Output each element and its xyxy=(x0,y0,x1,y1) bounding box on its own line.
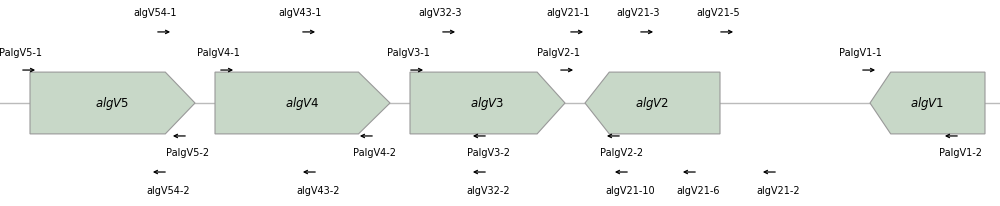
Text: algV21-2: algV21-2 xyxy=(756,186,800,195)
Text: algV32-3: algV32-3 xyxy=(418,8,462,18)
Text: algV21-6: algV21-6 xyxy=(676,186,720,195)
Text: PalgV3-2: PalgV3-2 xyxy=(466,149,510,158)
Text: PalgV1-1: PalgV1-1 xyxy=(839,48,881,57)
Text: algV21-1: algV21-1 xyxy=(546,8,590,18)
Text: algV21-5: algV21-5 xyxy=(696,8,740,18)
Polygon shape xyxy=(870,72,985,134)
Text: PalgV4-1: PalgV4-1 xyxy=(197,48,239,57)
Text: algV43-2: algV43-2 xyxy=(296,186,340,195)
Text: $\mathit{algV5}$: $\mathit{algV5}$ xyxy=(95,95,130,111)
Text: PalgV5-1: PalgV5-1 xyxy=(0,48,42,57)
Text: $\mathit{algV3}$: $\mathit{algV3}$ xyxy=(470,95,505,111)
Text: PalgV2-2: PalgV2-2 xyxy=(600,149,644,158)
Text: PalgV1-2: PalgV1-2 xyxy=(938,149,982,158)
Text: PalgV4-2: PalgV4-2 xyxy=(354,149,396,158)
Polygon shape xyxy=(215,72,390,134)
Text: PalgV5-2: PalgV5-2 xyxy=(166,149,210,158)
Text: PalgV3-1: PalgV3-1 xyxy=(387,48,429,57)
Text: $\mathit{algV1}$: $\mathit{algV1}$ xyxy=(910,95,945,111)
Polygon shape xyxy=(410,72,565,134)
Text: algV43-1: algV43-1 xyxy=(278,8,322,18)
Text: PalgV2-1: PalgV2-1 xyxy=(536,48,580,57)
Text: $\mathit{algV2}$: $\mathit{algV2}$ xyxy=(635,95,670,111)
Text: algV21-3: algV21-3 xyxy=(616,8,660,18)
Text: algV54-1: algV54-1 xyxy=(133,8,177,18)
Polygon shape xyxy=(30,72,195,134)
Text: $\mathit{algV4}$: $\mathit{algV4}$ xyxy=(285,95,320,111)
Text: algV21-10: algV21-10 xyxy=(605,186,655,195)
Polygon shape xyxy=(585,72,720,134)
Text: algV54-2: algV54-2 xyxy=(146,186,190,195)
Text: algV32-2: algV32-2 xyxy=(466,186,510,195)
